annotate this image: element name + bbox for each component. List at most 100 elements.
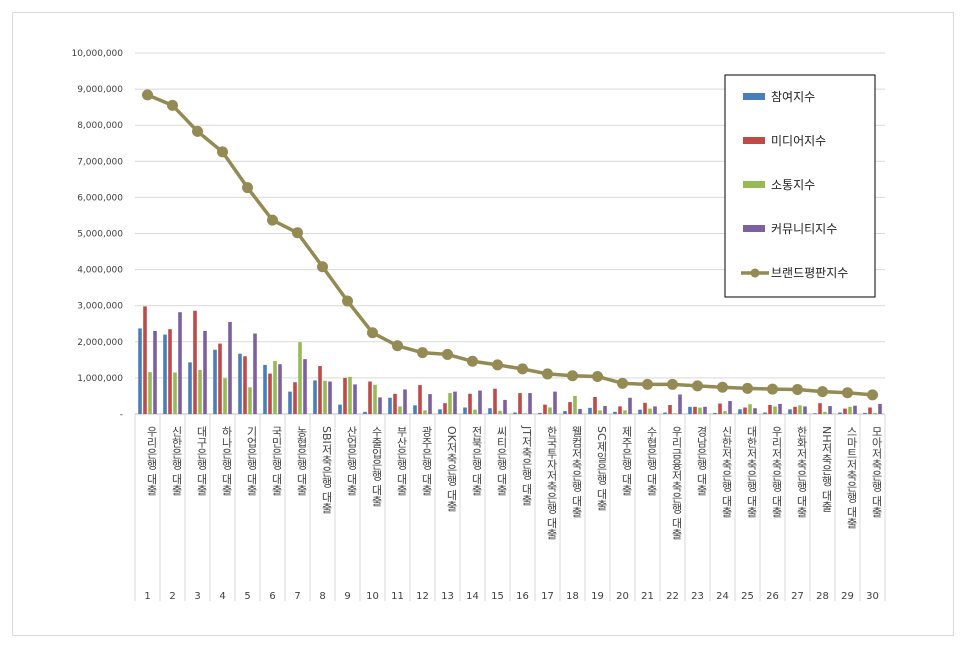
legend-swatch — [743, 93, 765, 100]
bar — [568, 402, 572, 414]
bar — [468, 393, 472, 414]
bar — [663, 412, 667, 414]
bar — [443, 403, 447, 414]
category-label: 우리은행 대출 — [145, 426, 158, 496]
bar — [403, 389, 407, 414]
bar — [828, 406, 832, 414]
category-label: 제주은행 대출 — [620, 426, 633, 496]
bar — [798, 405, 802, 414]
bar — [623, 410, 627, 414]
bar — [843, 408, 847, 414]
line-point — [792, 383, 803, 395]
line-point — [667, 378, 678, 390]
legend-swatch — [743, 181, 765, 188]
bar — [768, 404, 772, 414]
bar — [793, 406, 797, 414]
bar — [538, 412, 542, 414]
bar — [273, 360, 277, 414]
rank-label: 8 — [319, 591, 325, 602]
y-tick-label: 6,000,000 — [77, 193, 123, 203]
bar — [343, 377, 347, 414]
bar — [613, 411, 617, 414]
rank-label: 21 — [641, 591, 654, 602]
bar — [563, 411, 567, 414]
category-label: 수출입은행 대출 — [370, 426, 383, 507]
category-label: 신한은행 대출 — [170, 426, 183, 496]
line-point — [842, 387, 853, 399]
bar — [478, 390, 482, 414]
bar — [523, 413, 527, 414]
bar — [853, 405, 857, 414]
rank-label: 3 — [194, 591, 200, 602]
rank-label: 4 — [219, 591, 225, 602]
category-label: 경남은행 대출 — [695, 426, 708, 496]
line-point — [342, 295, 353, 307]
bar — [873, 412, 877, 414]
y-tick-label: 5,000,000 — [77, 230, 123, 240]
rank-label: 23 — [691, 591, 704, 602]
category-label: SBI저축은행 대출 — [320, 426, 333, 513]
category-label: 대한저축은행 대출 — [745, 426, 758, 518]
category-label: 산업은행 대출 — [345, 426, 358, 496]
y-tick-label: 1,000,000 — [77, 374, 123, 384]
bar — [368, 381, 372, 414]
bar — [718, 403, 722, 414]
line-point — [742, 382, 753, 394]
legend-label: 미디어지수 — [771, 134, 826, 148]
bar — [263, 364, 267, 414]
bar — [673, 413, 677, 414]
bar — [493, 388, 497, 414]
category-label: 웰컴저축은행 대출 — [570, 426, 583, 518]
rank-label: 27 — [791, 591, 804, 602]
bar — [138, 328, 142, 414]
bar — [398, 406, 402, 414]
bar — [353, 384, 357, 414]
grid-layer — [135, 52, 885, 379]
category-label: 신한저축은행 대출 — [720, 426, 733, 518]
rank-label: 7 — [294, 591, 300, 602]
line-point — [467, 355, 478, 367]
rank-label: 14 — [466, 591, 479, 602]
bar — [228, 321, 232, 414]
bar — [393, 393, 397, 414]
category-label: 부산은행 대출 — [395, 426, 408, 496]
bar — [473, 409, 477, 414]
rank-label: 10 — [366, 591, 379, 602]
category-label: NH저축은행 대출 — [820, 426, 833, 512]
line-point — [542, 368, 553, 380]
bar — [223, 378, 227, 414]
bar — [373, 384, 377, 414]
bar — [338, 404, 342, 414]
bar — [253, 333, 257, 414]
rank-label: 6 — [269, 591, 275, 602]
bar — [653, 406, 657, 414]
bar — [713, 412, 717, 414]
y-tick-label: 2,000,000 — [77, 338, 123, 348]
bar — [868, 407, 872, 414]
y-tick-label: 10,000,000 — [71, 49, 123, 59]
bar — [693, 406, 697, 414]
bar — [628, 397, 632, 414]
bar — [418, 385, 422, 414]
bar — [743, 407, 747, 414]
bar — [573, 395, 577, 414]
bar — [298, 342, 302, 414]
category-label: 전북은행 대출 — [470, 426, 483, 496]
bar — [178, 312, 182, 414]
bar — [648, 408, 652, 414]
category-label: 한화저축은행 대출 — [795, 426, 808, 518]
rank-label: 24 — [716, 591, 729, 602]
bar — [238, 353, 242, 414]
bar — [428, 394, 432, 414]
legend-label: 참여지수 — [771, 90, 815, 104]
category-label: 우리금융저축은행 대출 — [670, 426, 683, 540]
rank-label: 2 — [169, 591, 175, 602]
bar — [848, 406, 852, 414]
bar — [293, 382, 297, 414]
bar — [863, 412, 867, 414]
bar — [268, 373, 272, 414]
bar — [378, 397, 382, 414]
line-point — [717, 381, 728, 393]
line-point — [492, 359, 503, 371]
line-point — [867, 389, 878, 401]
